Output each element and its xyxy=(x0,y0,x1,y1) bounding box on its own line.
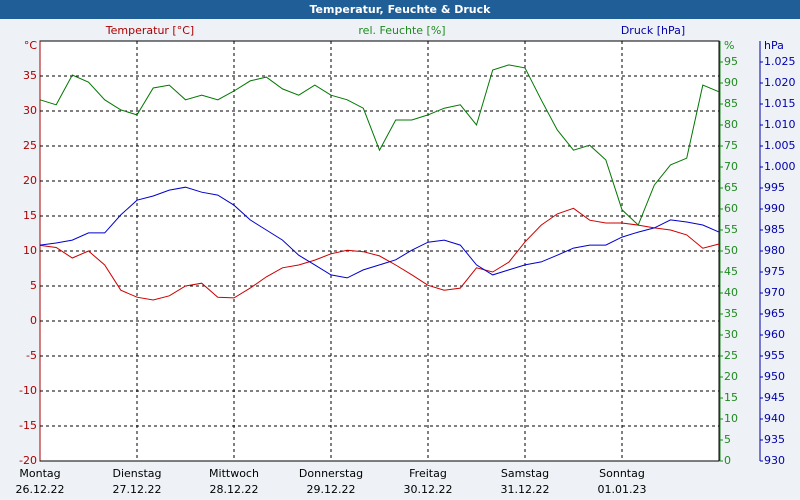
x-tick-label: Dienstag xyxy=(112,467,161,480)
y3-tick-label: 975 xyxy=(764,265,785,278)
y2-tick-label: 75 xyxy=(724,139,738,152)
y-tick-label: 20 xyxy=(23,174,37,187)
y3-tick-label: 955 xyxy=(764,349,785,362)
y-tick-label: 10 xyxy=(23,244,37,257)
legend-entry: rel. Feuchte [%] xyxy=(358,24,445,37)
series-line xyxy=(39,64,720,226)
y2-tick-label: 15 xyxy=(724,391,738,404)
y3-tick-label: 1.015 xyxy=(764,97,796,110)
y3-tick-label: 1.020 xyxy=(764,76,796,89)
y-tick-label: 5 xyxy=(30,279,37,292)
y3-tick-label: 1.025 xyxy=(764,55,796,68)
y2-tick-label: 55 xyxy=(724,223,738,236)
x-tick-date: 26.12.22 xyxy=(16,483,65,496)
y3-tick-label: 1.000 xyxy=(764,160,796,173)
y3-tick-label: 970 xyxy=(764,286,785,299)
y2-tick-label: 95 xyxy=(724,55,738,68)
y3-tick-label: 945 xyxy=(764,391,785,404)
x-tick-date: 30.12.22 xyxy=(404,483,453,496)
x-tick-label: Montag xyxy=(19,467,60,480)
y3-tick-label: 965 xyxy=(764,307,785,320)
y2-tick-label: 10 xyxy=(724,412,738,425)
y-tick-label: -15 xyxy=(19,419,37,432)
y2-tick-label: 60 xyxy=(724,202,738,215)
y-tick-label: 25 xyxy=(23,139,37,152)
y2-tick-label: 20 xyxy=(724,370,738,383)
series-line xyxy=(39,207,720,301)
y3-tick-label: 930 xyxy=(764,454,785,467)
x-tick-label: Mittwoch xyxy=(209,467,259,480)
y3-tick-label: 935 xyxy=(764,433,785,446)
y2-tick-label: 50 xyxy=(724,244,738,257)
y3-tick-label: 1.005 xyxy=(764,139,796,152)
y3-tick-label: 980 xyxy=(764,244,785,257)
y-tick-label: -5 xyxy=(26,349,37,362)
y2-unit: % xyxy=(724,39,734,52)
chart-title: Temperatur, Feuchte & Druck xyxy=(310,3,492,16)
x-tick-date: 31.12.22 xyxy=(501,483,550,496)
y2-tick-label: 80 xyxy=(724,118,738,131)
y2-tick-label: 30 xyxy=(724,328,738,341)
x-tick-date: 01.01.23 xyxy=(598,483,647,496)
y2-tick-label: 35 xyxy=(724,307,738,320)
y2-tick-label: 40 xyxy=(724,286,738,299)
x-tick-label: Freitag xyxy=(409,467,447,480)
y3-tick-label: 990 xyxy=(764,202,785,215)
y2-tick-label: 5 xyxy=(724,433,731,446)
y-tick-label: 15 xyxy=(23,209,37,222)
y-tick-label: 0 xyxy=(30,314,37,327)
y-tick-label: 30 xyxy=(23,104,37,117)
y-tick-label: -20 xyxy=(19,454,37,467)
y2-tick-label: 65 xyxy=(724,181,738,194)
y3-tick-label: 995 xyxy=(764,181,785,194)
y-tick-label: -10 xyxy=(19,384,37,397)
x-tick-date: 28.12.22 xyxy=(210,483,259,496)
y3-unit: hPa xyxy=(764,39,784,52)
y2-tick-label: 90 xyxy=(724,76,738,89)
series-line xyxy=(39,186,720,279)
y3-tick-label: 940 xyxy=(764,412,785,425)
legend-entry: Druck [hPa] xyxy=(621,24,685,37)
legend-entry: Temperatur [°C] xyxy=(105,24,194,37)
y2-tick-label: 70 xyxy=(724,160,738,173)
y2-tick-label: 45 xyxy=(724,265,738,278)
x-tick-label: Samstag xyxy=(501,467,549,480)
y-unit: °C xyxy=(24,39,38,52)
x-tick-date: 29.12.22 xyxy=(307,483,356,496)
y3-tick-label: 960 xyxy=(764,328,785,341)
y3-tick-label: 950 xyxy=(764,370,785,383)
x-tick-label: Donnerstag xyxy=(299,467,363,480)
y2-tick-label: 25 xyxy=(724,349,738,362)
title-bar xyxy=(0,0,800,19)
y2-tick-label: 85 xyxy=(724,97,738,110)
y2-tick-label: 0 xyxy=(724,454,731,467)
x-tick-date: 27.12.22 xyxy=(113,483,162,496)
x-tick-label: Sonntag xyxy=(599,467,645,480)
y3-tick-label: 1.010 xyxy=(764,118,796,131)
y-tick-label: 35 xyxy=(23,69,37,82)
y3-tick-label: 985 xyxy=(764,223,785,236)
